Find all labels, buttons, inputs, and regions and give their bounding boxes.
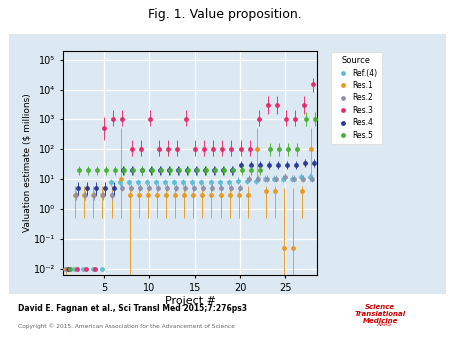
- Text: Science
Translational
Medicine: Science Translational Medicine: [355, 304, 406, 324]
- Text: Copyright © 2015, American Association for the Advancement of Science: Copyright © 2015, American Association f…: [18, 324, 235, 330]
- Y-axis label: Valuation estimate ($ millions): Valuation estimate ($ millions): [22, 94, 32, 233]
- Text: AAAS: AAAS: [377, 322, 392, 327]
- Text: Fig. 1. Value proposition.: Fig. 1. Value proposition.: [148, 8, 302, 21]
- Text: David E. Fagnan et al., Sci Transl Med 2015;7:276ps3: David E. Fagnan et al., Sci Transl Med 2…: [18, 304, 247, 313]
- Legend: Ref.(4), Res.1, Res.2, Res.3, Res.4, Res.5: Ref.(4), Res.1, Res.2, Res.3, Res.4, Res…: [331, 52, 382, 144]
- X-axis label: Project #: Project #: [165, 296, 216, 306]
